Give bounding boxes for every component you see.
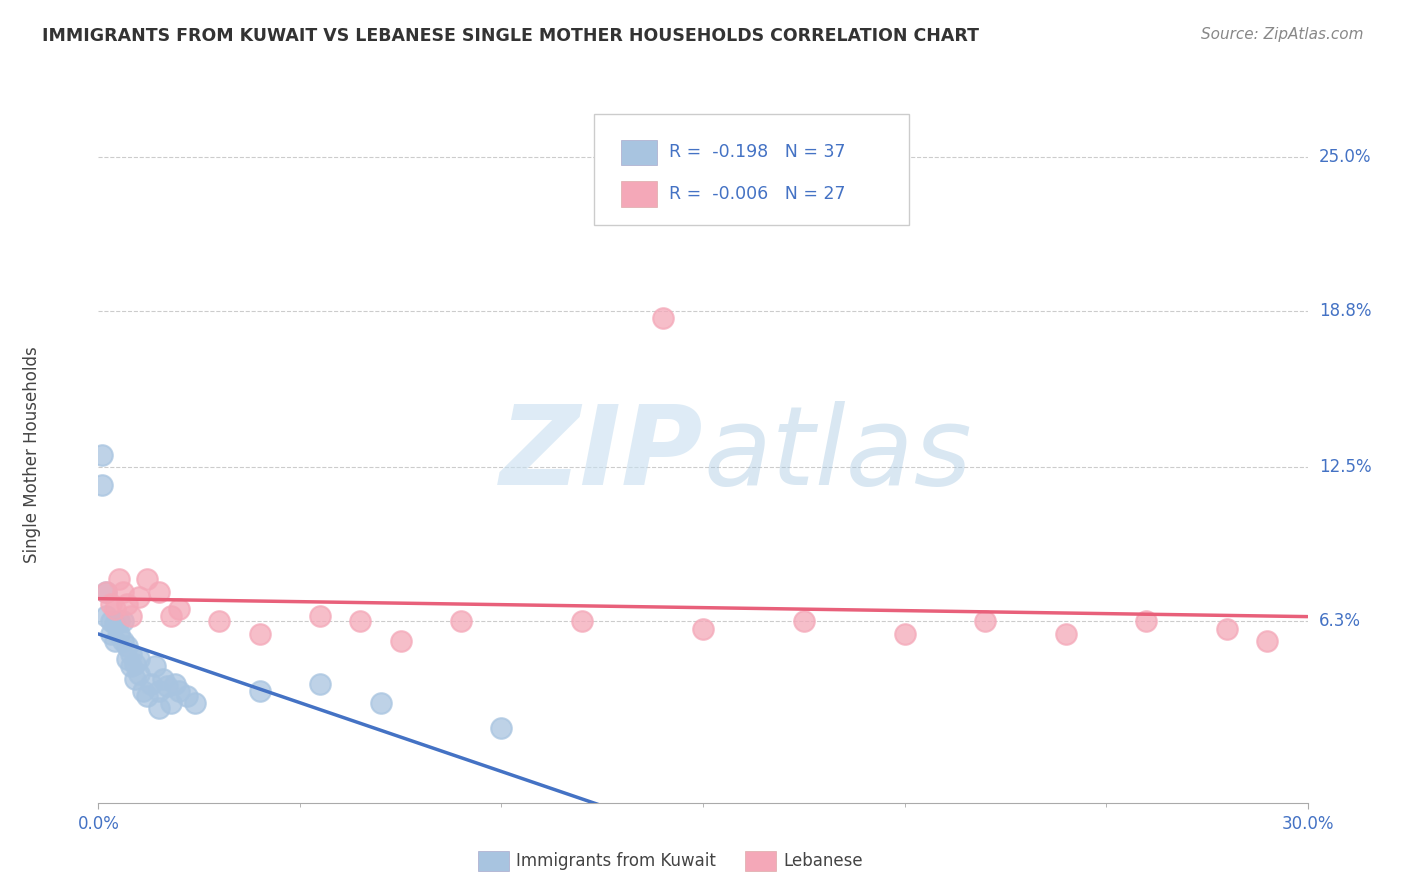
- Text: atlas: atlas: [703, 401, 972, 508]
- FancyBboxPatch shape: [621, 140, 657, 165]
- Point: [91, 477, 114, 491]
- Point: [176, 689, 198, 703]
- Point: [111, 615, 134, 629]
- Point: [91, 448, 114, 462]
- Point: [160, 609, 183, 624]
- Point: [974, 615, 997, 629]
- Point: [1135, 615, 1157, 629]
- Point: [152, 672, 174, 686]
- FancyBboxPatch shape: [595, 114, 908, 226]
- Point: [1054, 627, 1077, 641]
- Point: [124, 657, 146, 671]
- Point: [160, 697, 183, 711]
- Point: [163, 676, 186, 690]
- Point: [249, 627, 271, 641]
- Point: [111, 634, 134, 648]
- Point: [184, 697, 207, 711]
- FancyBboxPatch shape: [621, 181, 657, 207]
- Text: R =  -0.198   N = 37: R = -0.198 N = 37: [669, 143, 845, 161]
- Point: [120, 647, 142, 661]
- Point: [148, 584, 170, 599]
- Text: 25.0%: 25.0%: [1319, 148, 1371, 166]
- Point: [107, 627, 129, 641]
- Point: [249, 684, 271, 698]
- Point: [103, 602, 125, 616]
- Text: 18.8%: 18.8%: [1319, 301, 1371, 320]
- Point: [135, 572, 157, 586]
- Point: [148, 684, 170, 698]
- Text: 12.5%: 12.5%: [1319, 458, 1371, 476]
- Point: [100, 627, 122, 641]
- Point: [692, 622, 714, 636]
- Point: [115, 651, 138, 665]
- Point: [107, 572, 129, 586]
- Point: [651, 311, 673, 326]
- Point: [491, 721, 513, 735]
- Point: [111, 584, 134, 599]
- Point: [148, 701, 170, 715]
- Point: [370, 697, 392, 711]
- Point: [156, 679, 179, 693]
- Point: [309, 676, 332, 690]
- Point: [139, 676, 162, 690]
- Point: [103, 634, 125, 648]
- Text: Source: ZipAtlas.com: Source: ZipAtlas.com: [1201, 27, 1364, 42]
- Point: [309, 609, 332, 624]
- Point: [389, 634, 412, 648]
- Point: [349, 615, 371, 629]
- Point: [120, 609, 142, 624]
- Text: Single Mother Households: Single Mother Households: [22, 347, 41, 563]
- Point: [793, 615, 815, 629]
- Point: [128, 590, 150, 604]
- Point: [96, 609, 118, 624]
- Text: Lebanese: Lebanese: [783, 852, 863, 870]
- Point: [893, 627, 915, 641]
- Point: [100, 615, 122, 629]
- Point: [115, 597, 138, 611]
- Point: [124, 672, 146, 686]
- Point: [143, 659, 166, 673]
- Point: [135, 689, 157, 703]
- Point: [103, 616, 125, 631]
- Point: [96, 584, 118, 599]
- Point: [167, 602, 190, 616]
- Point: [115, 639, 138, 653]
- Text: R =  -0.006   N = 27: R = -0.006 N = 27: [669, 185, 845, 203]
- Point: [450, 615, 472, 629]
- Point: [107, 615, 129, 629]
- Point: [571, 615, 593, 629]
- Text: ZIP: ZIP: [499, 401, 703, 508]
- Text: Immigrants from Kuwait: Immigrants from Kuwait: [516, 852, 716, 870]
- Point: [1256, 634, 1278, 648]
- Point: [120, 659, 142, 673]
- Point: [132, 684, 155, 698]
- Point: [1216, 622, 1239, 636]
- Text: IMMIGRANTS FROM KUWAIT VS LEBANESE SINGLE MOTHER HOUSEHOLDS CORRELATION CHART: IMMIGRANTS FROM KUWAIT VS LEBANESE SINGL…: [42, 27, 979, 45]
- Point: [128, 666, 150, 681]
- Point: [100, 597, 122, 611]
- Text: 6.3%: 6.3%: [1319, 613, 1361, 631]
- Point: [96, 584, 118, 599]
- Point: [167, 684, 190, 698]
- Point: [128, 651, 150, 665]
- Point: [208, 615, 231, 629]
